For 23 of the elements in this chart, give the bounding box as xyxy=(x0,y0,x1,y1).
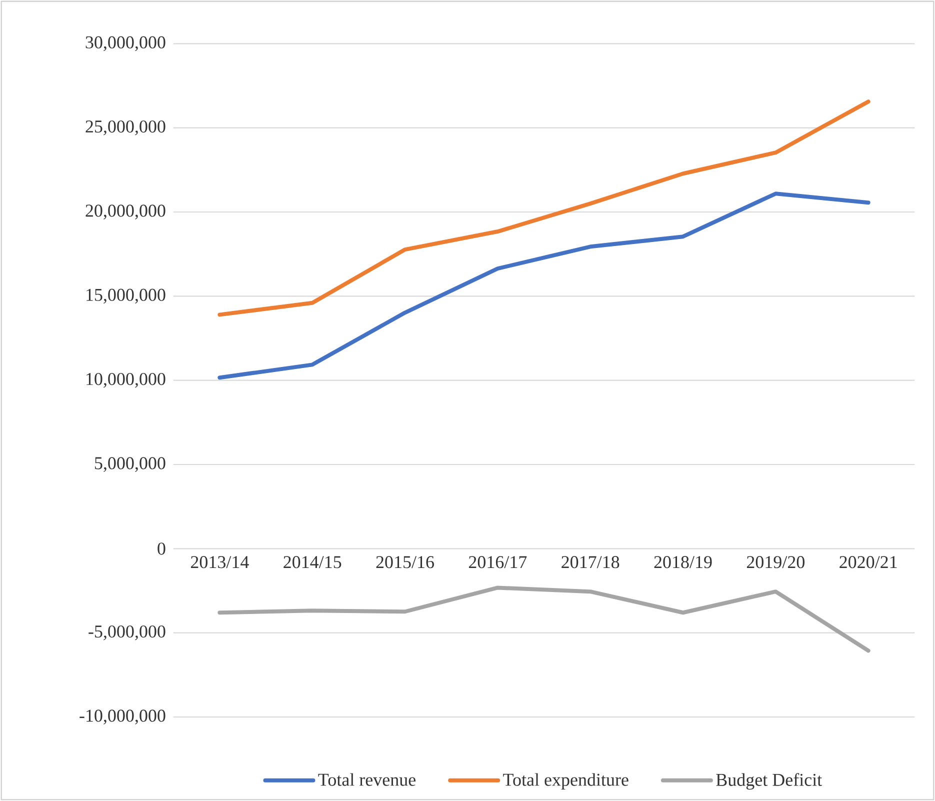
line-series xyxy=(218,192,870,380)
y-tick-label: 20,000,000 xyxy=(86,204,166,220)
x-tick-label: 2014/15 xyxy=(284,556,342,568)
y-tick-label: -10,000,000 xyxy=(80,710,166,724)
x-tick-label: 2019/20 xyxy=(746,556,804,568)
y-tick-label: 25,000,000 xyxy=(86,120,166,136)
line-series xyxy=(218,100,870,317)
legend-label: Total expenditure xyxy=(503,773,628,790)
x-tick-label: 2018/19 xyxy=(654,556,712,568)
x-tick-label: 2020/21 xyxy=(840,556,897,568)
x-tick-label: 2013/14 xyxy=(190,556,249,568)
line-series xyxy=(218,586,870,653)
legend-label: Budget Deficit xyxy=(716,773,822,790)
y-tick-label: 0 xyxy=(158,542,166,555)
x-tick-label: 2015/16 xyxy=(376,556,434,568)
x-tick-label: 2016/17 xyxy=(468,556,527,568)
legend-label: Total revenue xyxy=(318,773,416,786)
y-tick-label: -5,000,000 xyxy=(88,625,166,640)
x-tick-label: 2017/18 xyxy=(562,556,620,568)
y-tick-label: 30,000,000 xyxy=(86,36,166,52)
y-tick-label: 5,000,000 xyxy=(95,457,166,472)
y-tick-label: 15,000,000 xyxy=(86,288,166,304)
y-tick-label: 10,000,000 xyxy=(86,372,166,388)
